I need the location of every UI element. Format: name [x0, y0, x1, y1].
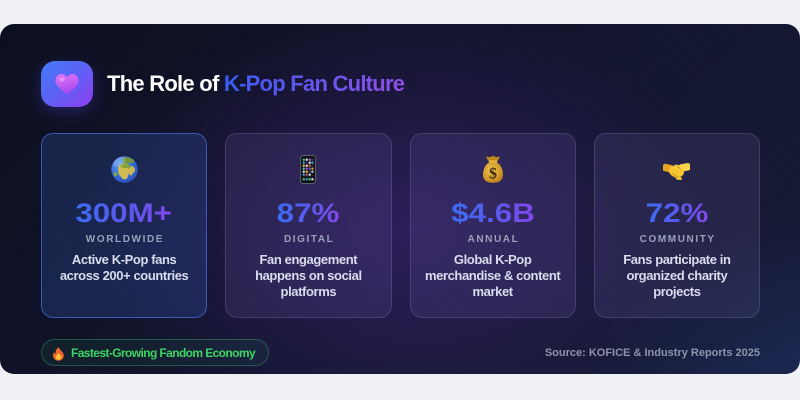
svg-text:$: $ [489, 165, 497, 182]
